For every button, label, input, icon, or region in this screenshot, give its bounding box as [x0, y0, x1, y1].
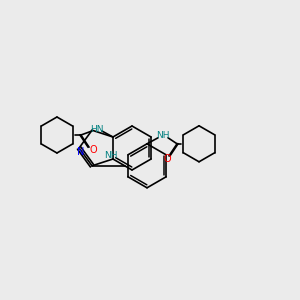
Text: NH: NH — [104, 151, 118, 160]
Text: NH: NH — [156, 131, 170, 140]
Text: N: N — [77, 147, 85, 157]
Text: O: O — [89, 145, 97, 155]
Text: HN: HN — [90, 124, 104, 134]
Text: O: O — [163, 154, 171, 164]
